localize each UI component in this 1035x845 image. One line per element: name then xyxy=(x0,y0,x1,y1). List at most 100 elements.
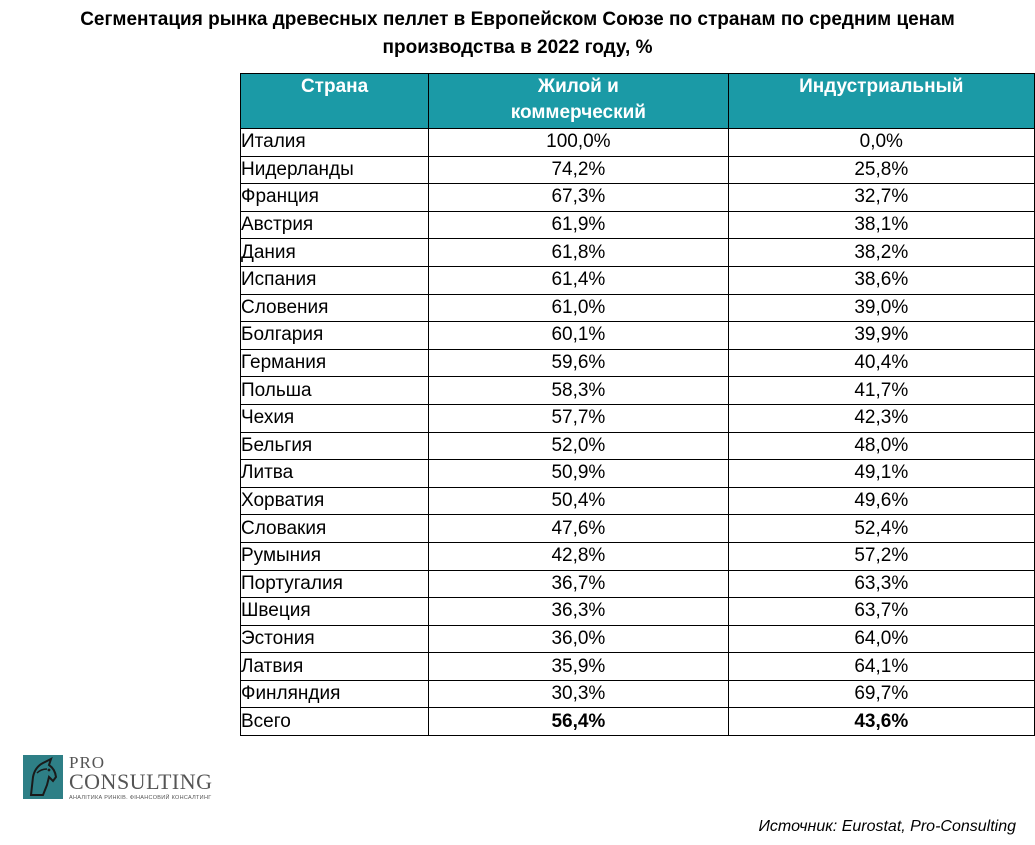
cell-residential: 58,3% xyxy=(428,376,729,405)
table-row: Литва 50,9% 49,1% xyxy=(239,459,1035,488)
table-row: Дания 61,8% 38,2% xyxy=(239,238,1035,267)
cell-industrial: 41,7% xyxy=(727,376,1035,405)
cell-country: Дания xyxy=(239,238,430,267)
table-total-row: Всего 56,4% 43,6% xyxy=(239,707,1035,737)
cell-country: Франция xyxy=(239,183,430,212)
cell-industrial: 42,3% xyxy=(727,403,1035,433)
cell-country: Германия xyxy=(239,348,430,378)
cell-industrial: 43,6% xyxy=(727,707,1035,737)
cell-country: Латвия xyxy=(239,652,430,681)
cell-residential: 35,9% xyxy=(428,652,729,681)
table-row: Нидерланды 74,2% 25,8% xyxy=(239,155,1035,185)
table-row: Испания 61,4% 38,6% xyxy=(239,265,1035,295)
table-row: Чехия 57,7% 42,3% xyxy=(239,403,1035,433)
table-row: Бельгия 52,0% 48,0% xyxy=(239,431,1035,461)
cell-country: Румыния xyxy=(239,541,430,571)
table-row: Финляндия 30,3% 69,7% xyxy=(239,679,1035,709)
cell-residential: 61,0% xyxy=(428,293,729,323)
cell-industrial: 32,7% xyxy=(727,183,1035,212)
cell-residential: 30,3% xyxy=(428,679,729,709)
cell-country: Эстония xyxy=(239,624,430,654)
title-line-1: Сегментация рынка древесных пеллет в Евр… xyxy=(80,9,955,30)
cell-country: Бельгия xyxy=(239,431,430,461)
cell-country: Чехия xyxy=(239,403,430,433)
cell-industrial: 64,0% xyxy=(727,624,1035,654)
cell-industrial: 25,8% xyxy=(727,155,1035,185)
horse-logo-icon xyxy=(23,755,63,799)
cell-country: Австрия xyxy=(239,210,430,240)
data-table: Страна Жилой и коммерческий Индустриальн… xyxy=(239,73,1035,737)
cell-industrial: 0,0% xyxy=(727,128,1035,157)
cell-residential: 61,8% xyxy=(428,238,729,267)
cell-industrial: 38,6% xyxy=(727,265,1035,295)
cell-residential: 60,1% xyxy=(428,321,729,350)
cell-residential: 47,6% xyxy=(428,514,729,543)
table-body: Италия 100,0% 0,0% Нидерланды 74,2% 25,8% Фран… xyxy=(239,128,1035,737)
cell-country: Словакия xyxy=(239,514,430,543)
logo-pro-text: PRO xyxy=(69,753,106,772)
cell-industrial: 39,0% xyxy=(727,293,1035,323)
cell-residential: 36,7% xyxy=(428,569,729,599)
cell-industrial: 63,7% xyxy=(727,597,1035,626)
cell-industrial: 38,2% xyxy=(727,238,1035,267)
cell-country: Литва xyxy=(239,459,430,488)
cell-residential: 61,4% xyxy=(428,265,729,295)
table-row: Болгария 60,1% 39,9% xyxy=(239,321,1035,350)
cell-country: Италия xyxy=(239,128,430,157)
table-row: Румыния 42,8% 57,2% xyxy=(239,541,1035,571)
cell-country: Нидерланды xyxy=(239,155,430,185)
table-row: Латвия 35,9% 64,1% xyxy=(239,652,1035,681)
cell-residential: 56,4% xyxy=(428,707,729,737)
cell-country: Всего xyxy=(239,707,430,737)
cell-country: Словения xyxy=(239,293,430,323)
table-row: Франция 67,3% 32,7% xyxy=(239,183,1035,212)
header-residential-line1: Жилой и xyxy=(537,76,619,97)
header-residential: Жилой и коммерческий xyxy=(428,73,729,129)
cell-industrial: 64,1% xyxy=(727,652,1035,681)
page-title: Сегментация рынка древесных пеллет в Евр… xyxy=(0,6,1035,62)
source-note: Источник: Eurostat, Pro-Consulting xyxy=(758,818,1016,835)
table-row: Словения 61,0% 39,0% xyxy=(239,293,1035,323)
cell-industrial: 69,7% xyxy=(727,679,1035,709)
cell-residential: 52,0% xyxy=(428,431,729,461)
table-row: Польша 58,3% 41,7% xyxy=(239,376,1035,405)
cell-industrial: 39,9% xyxy=(727,321,1035,350)
cell-industrial: 52,4% xyxy=(727,514,1035,543)
cell-industrial: 63,3% xyxy=(727,569,1035,599)
cell-residential: 61,9% xyxy=(428,210,729,240)
pro-consulting-logo: PRO CONSULTING АНАЛІТИКА РИНКІВ. ФІНАНСО… xyxy=(23,753,213,803)
title-line-2: производства в 2022 году, % xyxy=(382,37,653,58)
table-row: Хорватия 50,4% 49,6% xyxy=(239,486,1035,516)
table-row: Швеция 36,3% 63,7% xyxy=(239,597,1035,626)
logo-tagline: АНАЛІТИКА РИНКІВ. ФІНАНСОВИЙ КОНСАЛТИНГ xyxy=(69,795,212,801)
cell-residential: 59,6% xyxy=(428,348,729,378)
cell-residential: 36,3% xyxy=(428,597,729,626)
cell-industrial: 57,2% xyxy=(727,541,1035,571)
cell-country: Польша xyxy=(239,376,430,405)
table-row: Германия 59,6% 40,4% xyxy=(239,348,1035,378)
cell-country: Болгария xyxy=(239,321,430,350)
cell-industrial: 48,0% xyxy=(727,431,1035,461)
cell-residential: 50,4% xyxy=(428,486,729,516)
header-country: Страна xyxy=(239,73,430,129)
cell-industrial: 38,1% xyxy=(727,210,1035,240)
cell-country: Испания xyxy=(239,265,430,295)
header-residential-line2: коммерческий xyxy=(510,102,646,123)
cell-residential: 42,8% xyxy=(428,541,729,571)
table-header-row: Страна Жилой и коммерческий Индустриальн… xyxy=(239,73,1035,129)
table-row: Португалия 36,7% 63,3% xyxy=(239,569,1035,599)
table-row: Эстония 36,0% 64,0% xyxy=(239,624,1035,654)
logo-name-text: CONSULTING xyxy=(69,769,213,794)
cell-industrial: 40,4% xyxy=(727,348,1035,378)
cell-industrial: 49,1% xyxy=(727,459,1035,488)
cell-country: Швеция xyxy=(239,597,430,626)
cell-country: Португалия xyxy=(239,569,430,599)
cell-residential: 57,7% xyxy=(428,403,729,433)
cell-residential: 50,9% xyxy=(428,459,729,488)
cell-industrial: 49,6% xyxy=(727,486,1035,516)
cell-residential: 74,2% xyxy=(428,155,729,185)
cell-country: Финляндия xyxy=(239,679,430,709)
cell-residential: 36,0% xyxy=(428,624,729,654)
table-row: Италия 100,0% 0,0% xyxy=(239,128,1035,157)
table-row: Австрия 61,9% 38,1% xyxy=(239,210,1035,240)
